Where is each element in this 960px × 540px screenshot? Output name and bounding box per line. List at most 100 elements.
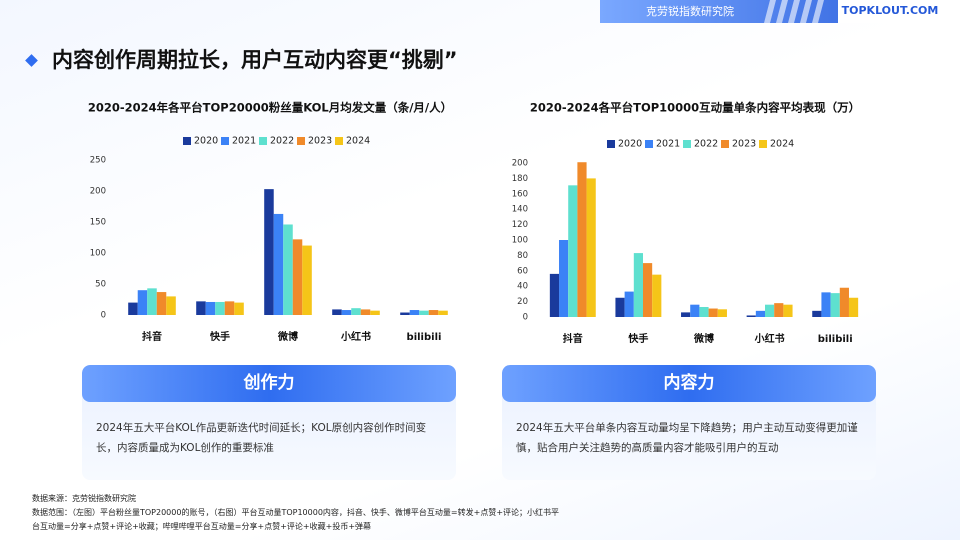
legend-label: 2020 (194, 136, 218, 147)
bar (652, 274, 662, 317)
y-tick-label: 150 (90, 218, 106, 228)
title-bullet (25, 54, 38, 67)
legend-swatch (297, 137, 305, 145)
card-title: 内容力 (502, 365, 876, 402)
footnote: 台互动量=分享+点赞+评论+收藏；哔哩哔哩平台互动量=分享+点赞+评论+收藏+投… (32, 522, 372, 531)
bar (332, 309, 342, 315)
y-tick-label: 120 (512, 220, 528, 230)
bar (292, 239, 303, 315)
bar (586, 178, 596, 317)
y-tick-label: 0 (523, 313, 528, 323)
bar (264, 189, 274, 315)
bar (568, 185, 578, 317)
bar (821, 292, 831, 317)
bar (409, 310, 420, 315)
legend-swatch (645, 140, 653, 148)
bar (419, 310, 429, 315)
page-title: 内容创作周期拉长，用户互动内容更“挑剔” (52, 48, 458, 72)
legend-swatch (259, 137, 267, 145)
bar (137, 290, 148, 315)
logo: TOPKLOUT.COM (842, 4, 939, 17)
bar (755, 310, 766, 317)
bar (615, 297, 625, 317)
y-tick-label: 40 (517, 282, 528, 292)
category-label: 微博 (277, 330, 298, 343)
bar (848, 297, 859, 317)
card: 创作力 2024年五大平台KOL作品更新迭代时间延长；KOL原创内容创作时间变长… (82, 365, 456, 480)
chart-title: 2020-2024年各平台TOP20000粉丝量KOL月均发文量（条/月/人） (88, 101, 452, 115)
bar (765, 304, 775, 317)
bar (812, 310, 822, 317)
bar (783, 304, 793, 317)
footnote: 数据范围：（左图）平台粉丝量TOP20000的账号，（右图）平台互动量TOP10… (32, 508, 560, 517)
y-tick-label: 180 (512, 174, 528, 184)
bar (690, 304, 700, 317)
legend-label: 2022 (694, 139, 718, 150)
card-title: 创作力 (82, 365, 456, 402)
y-tick-label: 200 (90, 187, 106, 197)
legend-label: 2020 (618, 139, 642, 150)
legend-swatch (759, 140, 767, 148)
legend-swatch (221, 137, 229, 145)
bar (642, 263, 653, 317)
org-name: 克劳锐指数研究院 (646, 4, 734, 18)
category-label: 小红书 (340, 330, 371, 343)
bar (774, 303, 784, 317)
bar (156, 292, 167, 315)
header-stripes (764, 0, 824, 23)
legend-label: 2024 (770, 139, 794, 150)
bar (341, 310, 352, 315)
category-label: 微博 (693, 332, 714, 345)
chart-title: 2020-2024各平台TOP10000互动量单条内容平均表现（万） (530, 101, 860, 115)
bar (438, 310, 448, 315)
bar (283, 224, 293, 315)
y-tick-label: 140 (512, 205, 528, 215)
legend-swatch (607, 140, 615, 148)
bar (559, 240, 569, 317)
legend-swatch (721, 140, 729, 148)
bar (400, 312, 410, 315)
category-label: 小红书 (754, 332, 785, 345)
bar (234, 302, 244, 315)
bar (681, 312, 691, 317)
bar (273, 213, 284, 315)
legend-label: 2021 (232, 136, 256, 147)
legend-label: 2023 (732, 139, 756, 150)
bar (215, 301, 225, 315)
legend-swatch (183, 137, 191, 145)
y-tick-label: 160 (512, 189, 528, 199)
bar (196, 301, 206, 315)
bar (224, 301, 235, 315)
y-tick-label: 20 (517, 297, 528, 307)
logo-box (838, 0, 960, 23)
legend-swatch (335, 137, 343, 145)
y-tick-label: 100 (90, 249, 106, 259)
legend-label: 2023 (308, 136, 332, 147)
bar (699, 306, 709, 317)
card-text: 2024年五大平台单条内容互动量均呈下降趋势；用户主动互动变得更加谨慎，贴合用户… (516, 422, 858, 454)
bar (549, 273, 560, 317)
category-label: 抖音 (142, 330, 162, 343)
card: 内容力 2024年五大平台单条内容互动量均呈下降趋势；用户主动互动变得更加谨慎，… (502, 365, 876, 480)
legend-label: 2022 (270, 136, 294, 147)
bar (830, 293, 840, 317)
bar (166, 296, 176, 315)
legend-swatch (683, 140, 691, 148)
bar (708, 308, 718, 317)
category-label: bilibili (818, 334, 853, 345)
bar (205, 301, 216, 315)
legend-label: 2024 (346, 136, 370, 147)
category-label: 快手 (209, 330, 230, 343)
card-text: 2024年五大平台KOL作品更新迭代时间延长；KOL原创内容创作时间变长，内容质… (96, 422, 427, 454)
bar (577, 162, 587, 317)
bar (746, 315, 756, 317)
legend-label: 2021 (656, 139, 680, 150)
y-tick-label: 0 (101, 311, 106, 321)
bar (717, 309, 727, 317)
bar (351, 308, 361, 315)
bar (302, 245, 312, 315)
y-tick-label: 60 (517, 266, 528, 276)
bar (839, 287, 849, 317)
